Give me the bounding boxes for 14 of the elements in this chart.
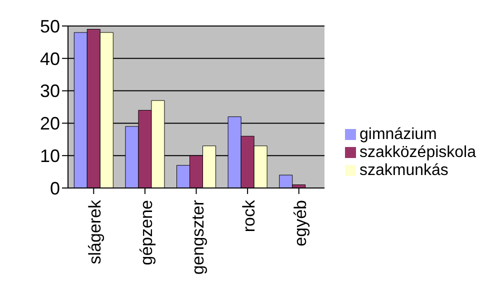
legend-label: szakközépiskola: [360, 144, 476, 161]
y-tick-label: 20: [40, 114, 60, 134]
y-tick-label: 0: [50, 178, 60, 198]
x-tick-label: egyéb: [290, 200, 310, 246]
y-tick-label: 10: [40, 146, 60, 166]
y-tick-label: 30: [40, 81, 60, 102]
y-tick-label: 50: [40, 16, 60, 36]
legend-label: gimnázium: [360, 126, 437, 143]
x-tick-label: slágerek: [86, 200, 105, 264]
x-tick-label: gengszter: [188, 200, 208, 275]
x-tick-label: gépzene: [136, 200, 156, 266]
x-tick-label: rock: [240, 200, 259, 232]
legend-label: szakmunkás: [360, 162, 448, 179]
y-tick-label: 40: [40, 48, 60, 69]
